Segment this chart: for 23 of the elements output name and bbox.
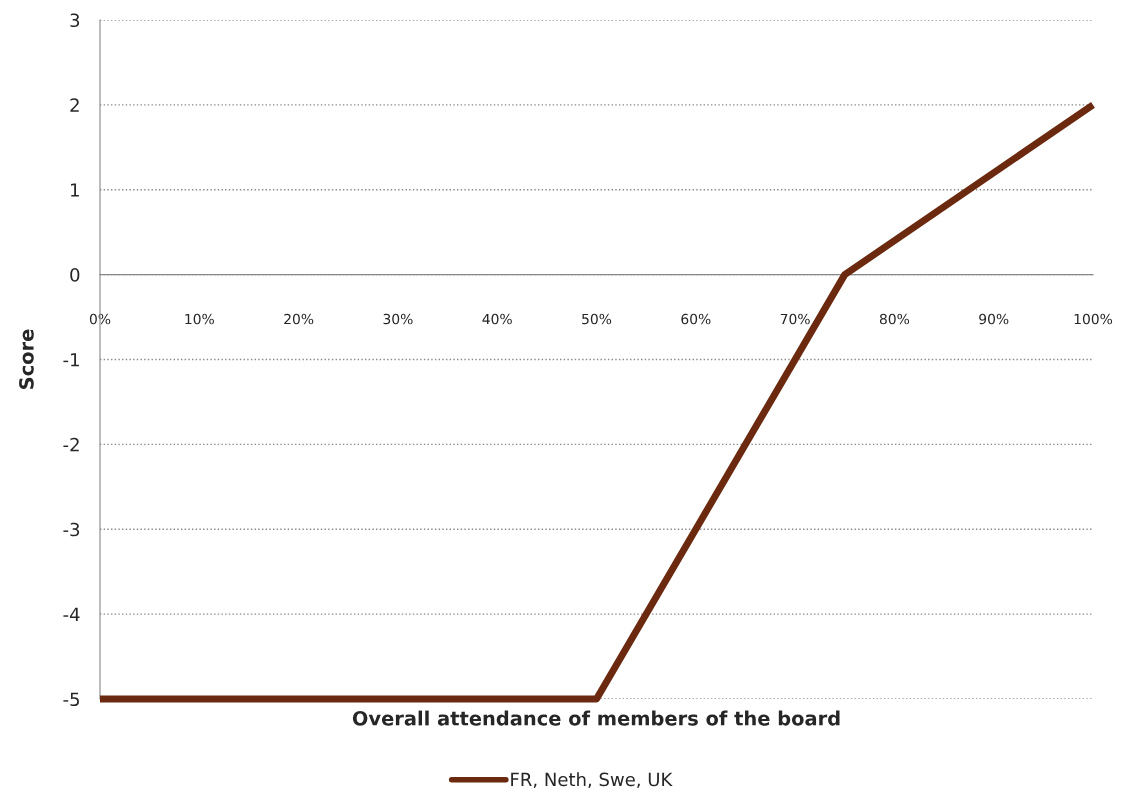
x-tick-label: 100%	[1074, 313, 1113, 325]
x-axis-title: Overall attendance of members of the board	[352, 710, 840, 726]
y-axis-title: Score	[19, 329, 34, 389]
legend-label: FR, Neth, Swe, UK	[511, 772, 673, 789]
y-tick-label: -4	[63, 607, 80, 621]
y-tick-label: 3	[70, 13, 80, 28]
y-tick-label: -2	[63, 437, 79, 452]
x-tick-label: 40%	[482, 313, 512, 325]
y-tick-label: -1	[63, 353, 79, 367]
x-tick-label: 30%	[383, 313, 413, 325]
y-tick-label: 2	[70, 98, 79, 112]
x-tick-label: 0%	[89, 313, 111, 325]
y-tick-label: 1	[71, 183, 79, 197]
x-tick-label: 60%	[681, 313, 711, 325]
x-tick-label: 80%	[879, 313, 910, 325]
x-tick-label: 90%	[979, 313, 1009, 325]
y-tick-label: 0	[70, 268, 80, 282]
y-tick-label: -5	[63, 692, 79, 707]
x-tick-label: 50%	[582, 313, 612, 325]
y-tick-label: -3	[63, 522, 80, 537]
x-tick-label: 20%	[284, 313, 314, 325]
x-tick-label: 10%	[185, 313, 214, 325]
x-tick-label: 70%	[780, 313, 810, 325]
